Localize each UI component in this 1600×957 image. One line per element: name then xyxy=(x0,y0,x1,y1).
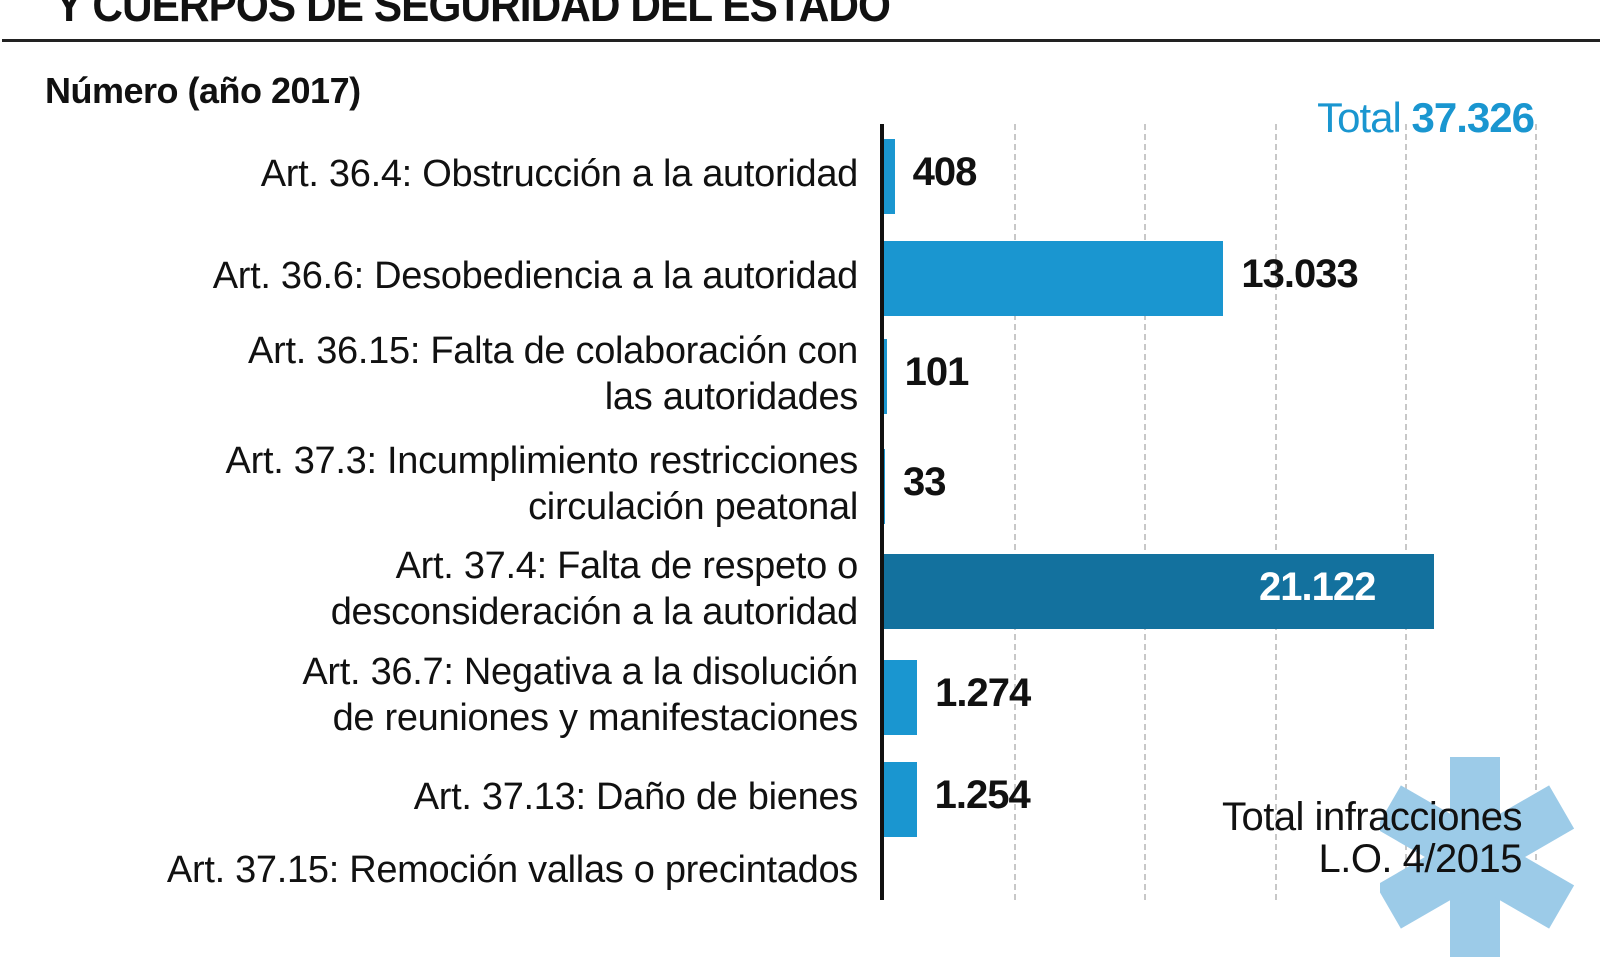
data-label: 1.254 xyxy=(934,773,1031,817)
total-value: 37.326 xyxy=(1411,94,1535,141)
category-label-line: las autoridades xyxy=(604,376,859,418)
category-label-line: Art. 36.15: Falta de colaboración con xyxy=(248,330,858,372)
category-label: Art. 36.6: Desobediencia a la autoridad xyxy=(212,253,859,299)
data-label: 13.033 xyxy=(1241,252,1358,296)
bar xyxy=(884,241,1224,316)
chart-subtitle: Número (año 2017) xyxy=(45,70,361,111)
category-label-line: Art. 37.15: Remoción vallas o precintado… xyxy=(166,849,858,891)
y-axis-line xyxy=(880,124,884,900)
category-label: Art. 36.15: Falta de colaboración con las… xyxy=(248,328,858,420)
category-label: Art. 36.7: Negativa a la disolución de re… xyxy=(302,649,858,741)
category-label-line: Art. 36.7: Negativa a la disolución xyxy=(302,651,858,693)
total-label: Total xyxy=(1317,94,1402,141)
total-readout: Total 37.326 xyxy=(1317,94,1535,142)
category-label: Art. 37.4: Falta de respeto o desconsider… xyxy=(330,543,859,635)
category-label-line: circulación peatonal xyxy=(528,486,858,528)
data-label: 21.122 xyxy=(1259,565,1376,609)
category-label-line: Art. 37.3: Incumplimiento restricciones xyxy=(225,440,859,482)
gridline xyxy=(1404,124,1407,900)
data-label: 33 xyxy=(903,460,946,504)
category-label-line: desconsideración a la autoridad xyxy=(330,591,859,633)
gridline xyxy=(1014,124,1017,900)
category-label-line: Art. 37.4: Falta de respeto o xyxy=(395,545,859,587)
data-label: 101 xyxy=(904,350,970,394)
category-label-line: Art. 36.6: Desobediencia a la autoridad xyxy=(212,255,859,297)
bar xyxy=(884,762,917,837)
bar xyxy=(884,139,895,214)
category-label: Art. 36.4: Obstrucción a la autoridad xyxy=(260,151,859,197)
category-label-line: Art. 36.4: Obstrucción a la autoridad xyxy=(260,153,859,195)
bar xyxy=(884,449,885,524)
gridline xyxy=(1535,124,1537,900)
gridline xyxy=(1274,124,1277,900)
category-label-line: Art. 37.13: Daño de bienes xyxy=(413,776,859,818)
category-label: Art. 37.13: Daño de bienes xyxy=(413,774,859,820)
footer-note: Total infracciones L.O. 4/2015 xyxy=(1221,795,1523,881)
gridline xyxy=(1144,124,1147,900)
data-label: 1.274 xyxy=(935,671,1031,715)
footer-line-1: Total infracciones xyxy=(1221,795,1523,839)
title-divider xyxy=(2,39,1600,42)
bar xyxy=(884,554,1435,629)
chart-title: Y CUERPOS DE SEGURIDAD DEL ESTADO xyxy=(55,0,891,31)
category-label: Art. 37.3: Incumplimiento restricciones c… xyxy=(225,438,859,530)
data-label: 408 xyxy=(912,150,978,194)
bar xyxy=(884,660,918,735)
footer-line-2: L.O. 4/2015 xyxy=(1318,837,1522,881)
category-label: Art. 37.15: Remoción vallas o precintado… xyxy=(167,847,858,893)
bar xyxy=(884,339,887,414)
category-label-line: de reuniones y manifestaciones xyxy=(332,697,859,739)
